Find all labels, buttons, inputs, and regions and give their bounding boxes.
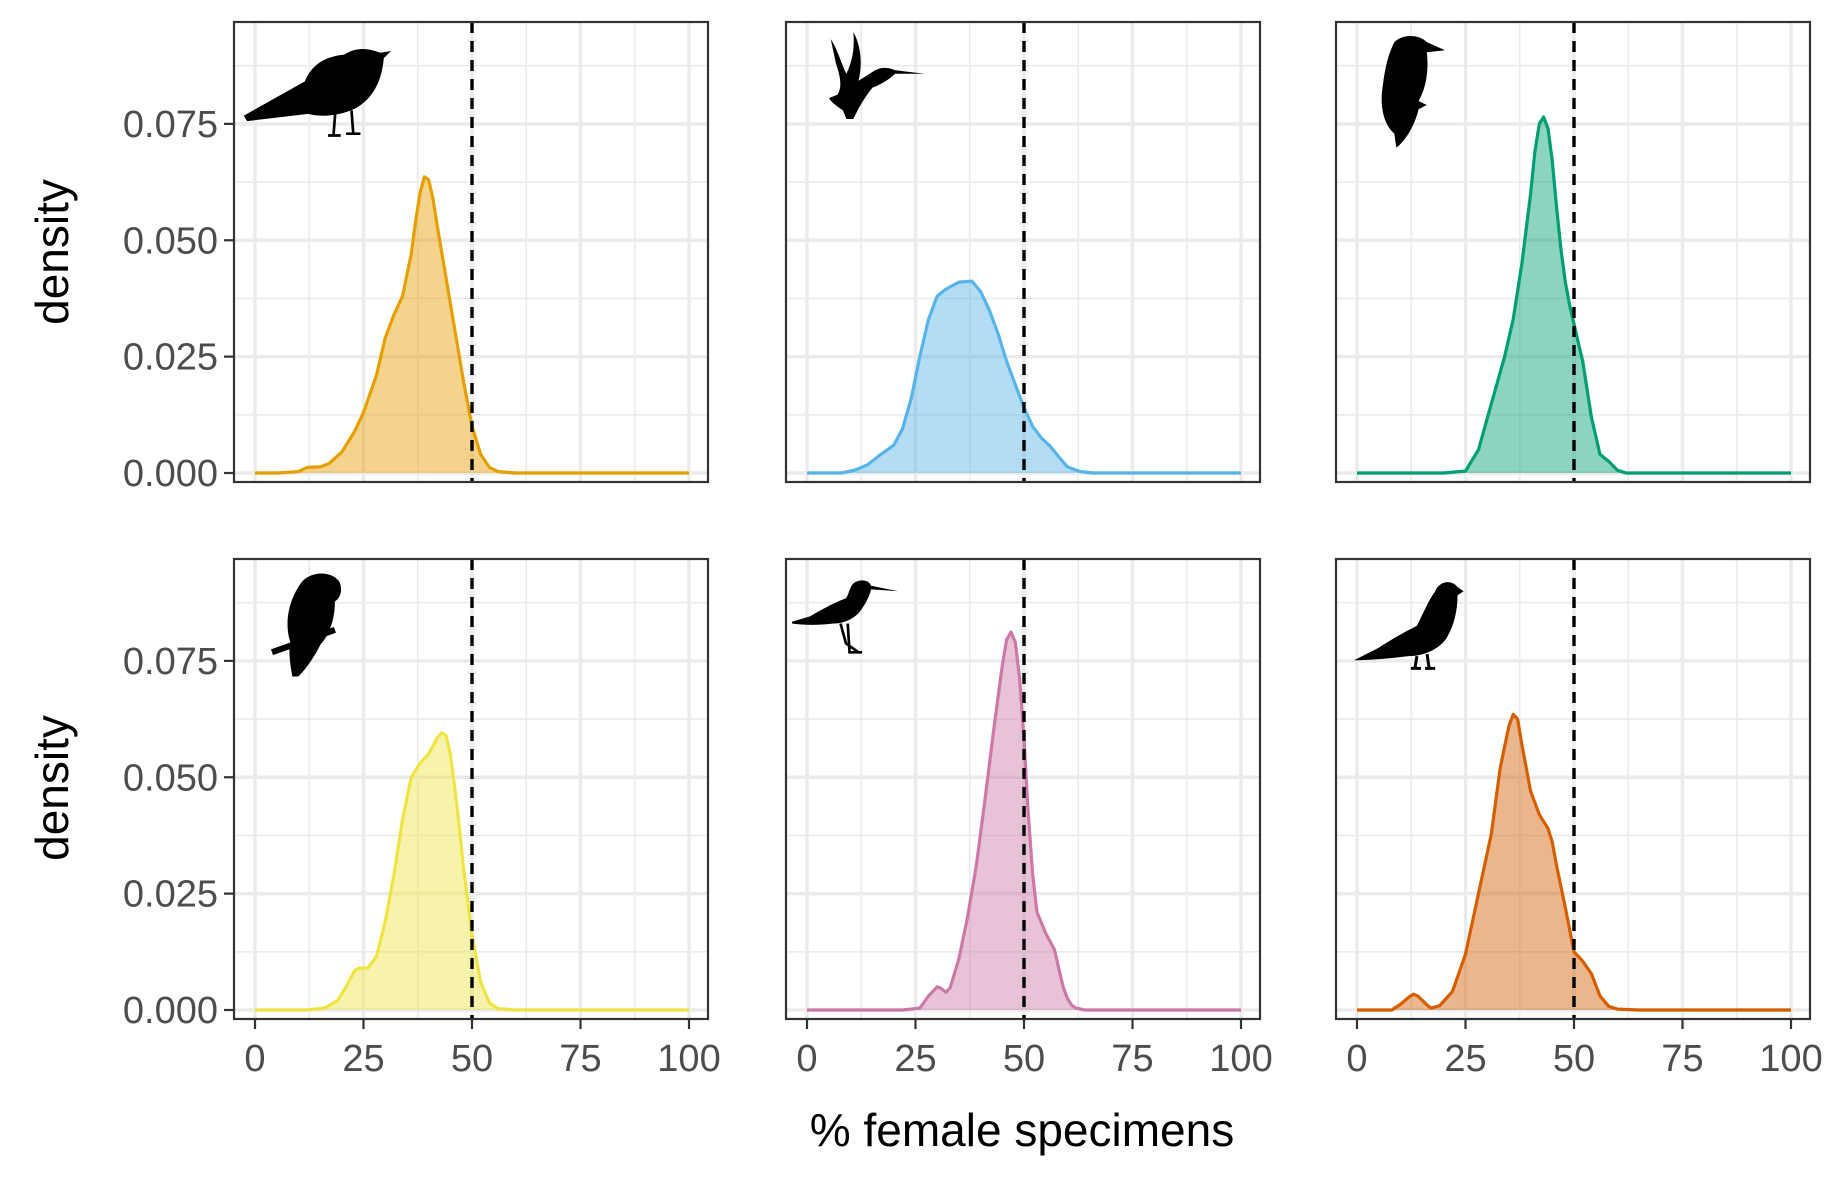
x-tick-label: 25 (894, 1038, 936, 1080)
density-area-fill (807, 632, 1241, 1010)
density-area-fill (1357, 116, 1791, 474)
y-tick-label: 0.000 (123, 990, 218, 1032)
x-tick-label: 100 (657, 1038, 720, 1080)
x-tick-label: 75 (1111, 1038, 1153, 1080)
x-tick-label: 0 (796, 1038, 817, 1080)
density-curve-line (255, 731, 689, 1012)
density-panel-3 (1334, 20, 1812, 484)
panel-border (232, 20, 710, 484)
y-axis-title-top: density (26, 179, 78, 325)
x-tick-label: 75 (1661, 1038, 1703, 1080)
y-tick-label: 0.025 (123, 337, 218, 379)
y-tick-label: 0.075 (123, 641, 218, 683)
density-curve-line (255, 175, 689, 475)
density-panel-4: 0.000 0.025 0.050 0.075 0 25 50 75 100 (123, 557, 721, 1080)
x-tick-label: 50 (1553, 1038, 1595, 1080)
density-panel-6: 0 25 50 75 100 (1334, 557, 1823, 1080)
y-tick-label: 0.075 (123, 104, 218, 146)
x-tick-label: 75 (559, 1038, 601, 1080)
y-tick-label: 0.025 (123, 874, 218, 916)
density-panel-2 (784, 20, 1262, 484)
y-axis-title-bottom: density (26, 715, 78, 861)
density-area-fill (807, 281, 1241, 473)
y-tick-label: 0.050 (123, 220, 218, 262)
x-tick-label: 0 (1346, 1038, 1367, 1080)
y-tick-label: 0.000 (123, 453, 218, 495)
density-curve-line (1357, 115, 1791, 475)
x-tick-label: 100 (1759, 1038, 1822, 1080)
x-tick-label: 25 (342, 1038, 384, 1080)
x-axis-title: % female specimens (810, 1104, 1234, 1156)
panel-border (784, 20, 1262, 484)
x-tick-label: 25 (1444, 1038, 1486, 1080)
panel-border (1334, 20, 1812, 484)
density-panel-5: 0 25 50 75 100 (784, 557, 1273, 1080)
density-curve-line (807, 279, 1241, 475)
density-curve-line (1357, 712, 1791, 1012)
x-tick-label: 0 (244, 1038, 265, 1080)
density-panel-1: 0.000 0.025 0.050 0.075 (123, 20, 710, 495)
density-curve-line (807, 630, 1241, 1012)
x-tick-label: 100 (1209, 1038, 1272, 1080)
panels-layer: 0.000 0.025 0.050 0.075 0.000 0.025 0.050 0.075… (123, 20, 1823, 1080)
x-tick-label: 50 (1003, 1038, 1045, 1080)
density-area-fill (255, 733, 689, 1010)
x-tick-label: 50 (451, 1038, 493, 1080)
y-tick-label: 0.050 (123, 757, 218, 799)
